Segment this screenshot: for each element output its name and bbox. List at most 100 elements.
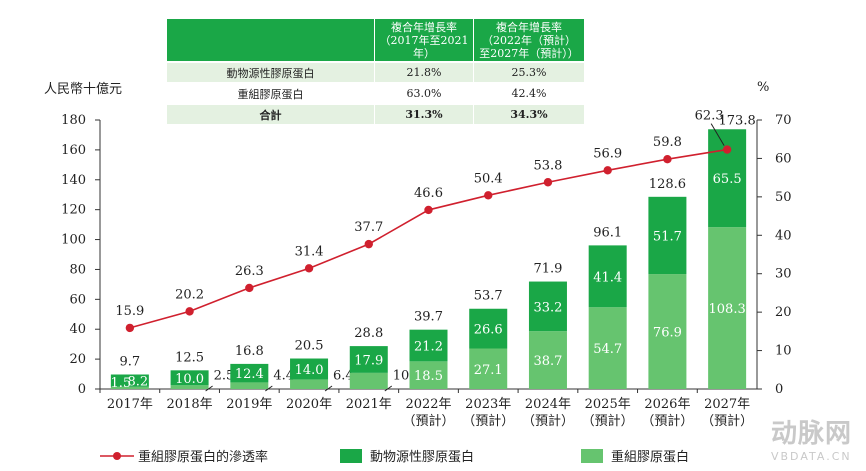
x-axis-forecast-label: （預計）: [402, 413, 454, 429]
penetration-point: [424, 205, 433, 215]
bar-animal: [588, 245, 627, 308]
penetration-point: [125, 323, 135, 333]
penetration-label: 26.3: [235, 264, 264, 279]
bar-animal: [230, 363, 269, 383]
bar-recombinant: [588, 307, 627, 389]
bar-label-recombinant: 6.4: [333, 369, 354, 384]
bar-total-label: 9.7: [120, 355, 141, 370]
row-cagr-2017-2021: 63.0%: [374, 82, 474, 104]
legend-label: 重組膠原蛋白的滲透率: [138, 450, 269, 465]
x-axis-forecast-label: （預計）: [701, 413, 753, 429]
bar-label-animal: 12.4: [235, 367, 264, 382]
bar-recombinant: [409, 361, 448, 389]
penetration-point: [245, 283, 254, 293]
x-axis-year-label: 2017年: [107, 397, 153, 412]
penetration-label: 59.8: [653, 135, 682, 150]
bar-recombinant: [230, 382, 269, 389]
penetration-point: [484, 191, 493, 200]
x-axis-year-label: 2021年: [346, 397, 392, 412]
row-cagr-2017-2021: 31.3%: [374, 103, 474, 124]
header-cagr-2022-2027: 複合年增長率 （2022年（預計） 至2027年（預計））: [473, 19, 584, 62]
penetration-label: 37.7: [354, 220, 383, 235]
bar-label-recombinant: 1.5: [111, 376, 132, 391]
left-axis-title: 人民幣十億元: [44, 82, 123, 97]
bar-total-label: 12.5: [175, 350, 204, 365]
x-axis-year-label: 2018年: [167, 397, 213, 412]
legend-label: 重組膠原蛋白: [611, 450, 690, 465]
x-axis-year-label: 2019年: [226, 397, 272, 412]
penetration-point: [543, 178, 553, 187]
bar-label-animal: 10.0: [175, 372, 204, 387]
right-axis-tick-label: 70: [775, 113, 792, 128]
watermark-logo: 动脉网: [770, 419, 852, 449]
x-axis-year-label: 2025年: [585, 397, 631, 412]
legend-item-animal: 動物源性膠原蛋白: [340, 446, 474, 465]
bar-label-recombinant: 108.3: [709, 302, 746, 317]
penetration-label: 53.8: [533, 158, 562, 173]
left-axis-tick-label: 120: [61, 203, 86, 218]
right-axis-tick-label: 30: [775, 267, 792, 282]
legend-label: 動物源性膠原蛋白: [370, 450, 475, 465]
penetration-label: 50.4: [474, 171, 503, 186]
bar-label-recombinant: 18.5: [414, 369, 443, 384]
cagr-table: 複合年增長率 （2017年至2021年） 複合年增長率 （2022年（預計） 至…: [167, 19, 584, 124]
right-axis-title: %: [757, 80, 770, 95]
legend-box-swatch: [581, 448, 603, 463]
bar-label-recombinant: 38.7: [533, 354, 562, 369]
row-label: 合計: [167, 103, 375, 124]
bar-label-recombinant: 27.1: [474, 363, 503, 378]
x-axis-forecast-label: （預計）: [522, 413, 574, 429]
cagr-table-header: 複合年增長率 （2017年至2021年） 複合年增長率 （2022年（預計） 至…: [167, 19, 584, 62]
bar-recombinant: [648, 274, 687, 389]
bar-total-label: 39.7: [414, 310, 443, 325]
legend-item-recombinant: 重組膠原蛋白: [581, 446, 689, 465]
bar-animal: [409, 329, 448, 362]
penetration-point: [603, 166, 612, 175]
bar-total-label: 16.8: [235, 344, 264, 359]
left-axis-tick-label: 160: [61, 143, 86, 158]
bar-label-animal: 33.2: [533, 300, 562, 315]
x-axis-year-label: 2023年: [465, 397, 511, 412]
row-label: 動物源性膠原蛋白: [167, 61, 375, 83]
header-blank-cell: [167, 19, 375, 62]
x-axis-year-label: 2020年: [286, 397, 332, 412]
bar-label-leader: [384, 385, 393, 392]
penetration-label: 62.3: [695, 109, 724, 124]
penetration-label: 56.9: [593, 146, 622, 161]
penetration-label-leader: [710, 123, 725, 146]
bar-animal: [528, 281, 567, 332]
right-axis-tick-label: 50: [775, 190, 792, 205]
bar-total-label: 71.9: [533, 262, 562, 277]
left-axis-tick-label: 180: [61, 113, 86, 128]
row-label: 重組膠原蛋白: [167, 82, 375, 104]
bar-label-animal: 41.4: [593, 270, 622, 285]
header-cagr-2017-2021: 複合年增長率 （2017年至2021年）: [374, 19, 474, 62]
row-cagr-2022-2027: 42.4%: [473, 82, 584, 104]
bar-recombinant: [170, 385, 209, 389]
left-axis-tick-label: 80: [69, 262, 86, 277]
penetration-point: [663, 154, 672, 164]
bar-label-recombinant: 76.9: [653, 326, 682, 341]
bar-label-recombinant: 2.5: [214, 369, 235, 384]
bar-label-recombinant: 4.4: [273, 369, 294, 384]
penetration-label: 46.6: [414, 186, 443, 201]
bar-total-label: 53.7: [474, 289, 503, 304]
bar-animal: [349, 346, 388, 373]
penetration-point: [364, 239, 373, 249]
bar-label-animal: 14.0: [295, 363, 324, 378]
x-axis-year-label: 2026年: [644, 397, 690, 412]
left-axis-tick-label: 20: [69, 352, 86, 367]
penetration-point: [304, 264, 314, 273]
table-row-total: 合計 31.3% 34.3%: [167, 103, 584, 124]
penetration-label: 15.9: [115, 304, 144, 319]
bar-label-leader: [324, 385, 333, 392]
x-axis-forecast-label: （預計）: [641, 413, 693, 429]
bar-recombinant: [528, 331, 567, 389]
watermark-url: VBDATA.CN: [770, 450, 852, 463]
left-axis-tick-label: 100: [61, 233, 86, 248]
bar-label-recombinant: 54.7: [593, 342, 622, 357]
x-axis-year-label: 2024年: [525, 397, 571, 412]
bar-label-animal: 51.7: [653, 229, 682, 244]
penetration-point: [185, 307, 194, 316]
bar-label-animal: 65.5: [713, 172, 742, 187]
